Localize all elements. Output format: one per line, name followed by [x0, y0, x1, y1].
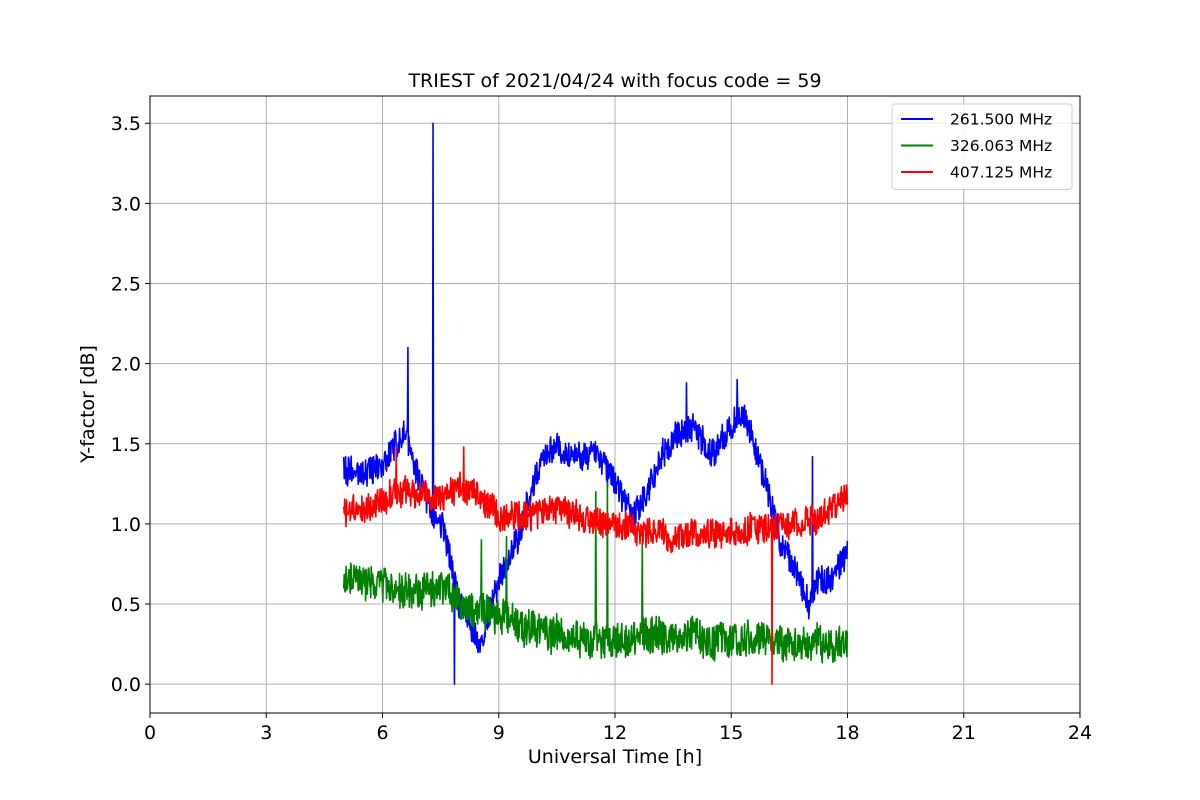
- y-axis: 0.0 0.5 1.0 1.5 2.0 2.5 3.0 3.5: [111, 113, 150, 696]
- series-line: [342, 483, 849, 664]
- y-axis-label: Y-factor [dB]: [77, 345, 99, 464]
- chart-title: TRIEST of 2021/04/24 with focus code = 5…: [407, 70, 821, 92]
- series-line: [342, 446, 849, 685]
- y-tick-label: 3.5: [111, 113, 141, 135]
- y-tick-label: 1.0: [111, 514, 141, 536]
- x-tick-label: 24: [1068, 722, 1092, 744]
- legend: 261.500 MHz 326.063 MHz 407.125 MHz: [891, 103, 1073, 190]
- x-tick-label: 3: [260, 722, 272, 744]
- legend-entry: 261.500 MHz: [950, 111, 1052, 129]
- y-tick-label: 2.5: [111, 274, 141, 296]
- y-tick-label: 2.0: [111, 354, 141, 376]
- series-326-063-mhz: [342, 483, 849, 664]
- x-tick-label: 15: [719, 722, 743, 744]
- y-tick-label: 1.5: [111, 434, 141, 456]
- legend-entry: 326.063 MHz: [950, 137, 1052, 155]
- x-tick-label: 9: [493, 722, 505, 744]
- x-axis: 0 3 6 9 12 15 18 21 24: [144, 713, 1092, 744]
- legend-box: [891, 103, 1073, 190]
- y-tick-label: 0.5: [111, 594, 141, 616]
- y-tick-label: 3.0: [111, 193, 141, 215]
- y-tick-label: 0.0: [111, 674, 141, 696]
- series-407-125-mhz: [342, 446, 849, 685]
- legend-entry: 407.125 MHz: [950, 164, 1052, 182]
- x-tick-label: 18: [835, 722, 859, 744]
- x-tick-label: 12: [603, 722, 627, 744]
- x-axis-label: Universal Time [h]: [528, 746, 702, 768]
- x-tick-label: 6: [376, 722, 388, 744]
- plot-area: [342, 122, 849, 685]
- x-tick-label: 0: [144, 722, 156, 744]
- x-tick-label: 21: [952, 722, 976, 744]
